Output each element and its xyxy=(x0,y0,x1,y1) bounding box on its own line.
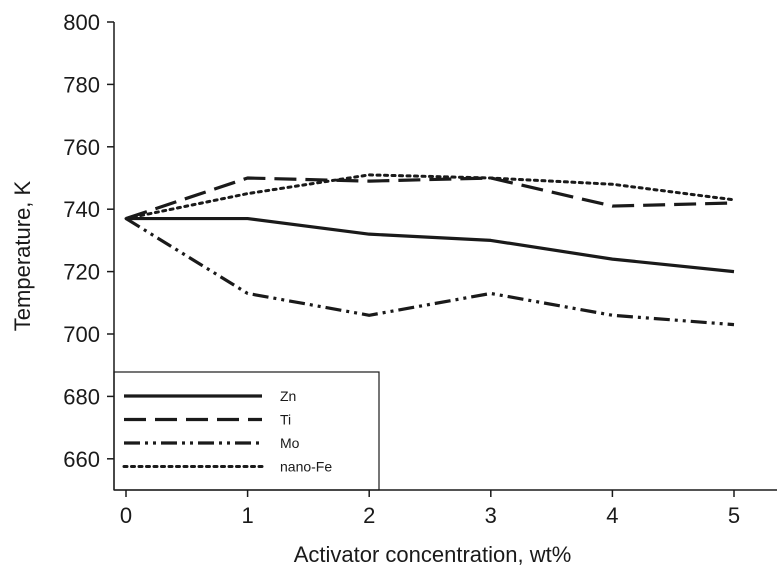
legend-label-mo: Mo xyxy=(280,435,300,451)
legend-label-ti: Ti xyxy=(280,412,291,428)
x-axis-title: Activator concentration, wt% xyxy=(294,542,572,567)
legend-label-nano-fe: nano-Fe xyxy=(280,459,332,475)
x-tick-label: 0 xyxy=(120,503,132,528)
legend-box xyxy=(113,371,380,491)
x-tick-label: 1 xyxy=(241,503,253,528)
series-line-mo xyxy=(125,217,735,327)
x-tick-label: 4 xyxy=(606,503,618,528)
legend: Zn Ti Mo nano-Fe xyxy=(113,371,380,491)
x-tick-label: 5 xyxy=(728,503,740,528)
x-tick-label: 2 xyxy=(363,503,375,528)
x-tick-label: 3 xyxy=(485,503,497,528)
series-line-zn xyxy=(126,216,735,274)
series-line-nano-fe xyxy=(124,173,736,221)
y-axis-title: Temperature, K xyxy=(10,180,35,331)
y-axis-ticks: 660 680 700 720 740 760 780 800 xyxy=(63,10,114,472)
y-tick-label: 720 xyxy=(63,260,100,285)
y-tick-label: 740 xyxy=(63,197,100,222)
y-tick-label: 800 xyxy=(63,10,100,35)
y-tick-label: 760 xyxy=(63,135,100,160)
y-tick-label: 680 xyxy=(63,384,100,409)
y-tick-label: 700 xyxy=(63,322,100,347)
y-tick-label: 660 xyxy=(63,447,100,472)
y-tick-label: 780 xyxy=(63,72,100,97)
series-lines xyxy=(124,173,736,327)
legend-label-zn: Zn xyxy=(280,388,296,404)
x-axis-ticks: 0 1 2 3 4 5 xyxy=(120,490,740,528)
series-line-ti xyxy=(125,176,735,221)
